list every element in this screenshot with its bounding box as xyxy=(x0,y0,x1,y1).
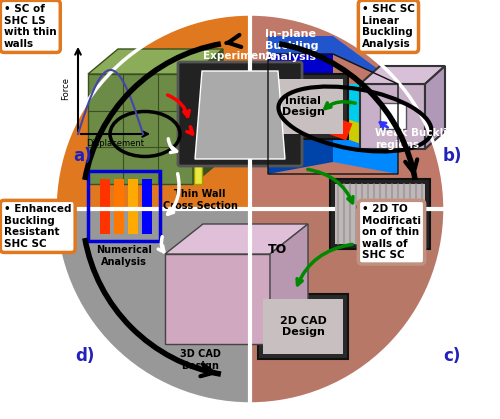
Polygon shape xyxy=(258,74,348,139)
Polygon shape xyxy=(88,49,223,74)
Polygon shape xyxy=(268,102,352,132)
Polygon shape xyxy=(268,36,398,84)
Polygon shape xyxy=(326,114,385,150)
Polygon shape xyxy=(195,71,285,159)
Polygon shape xyxy=(425,66,445,149)
Polygon shape xyxy=(333,84,398,174)
Polygon shape xyxy=(185,66,255,81)
Polygon shape xyxy=(263,79,343,134)
Wedge shape xyxy=(55,14,250,209)
Polygon shape xyxy=(270,224,308,344)
Polygon shape xyxy=(258,294,348,359)
Text: • 2D TO
Modificati
on of thin
walls of
SHC SC: • 2D TO Modificati on of thin walls of S… xyxy=(362,204,421,260)
Polygon shape xyxy=(185,81,237,129)
Text: Force: Force xyxy=(61,78,70,101)
Text: Numerical
Analysis: Numerical Analysis xyxy=(96,245,152,266)
Text: 3D CAD
Design: 3D CAD Design xyxy=(180,349,220,370)
Text: c): c) xyxy=(443,347,460,365)
Polygon shape xyxy=(335,184,425,244)
Text: In-plane
Buckling
Analysis: In-plane Buckling Analysis xyxy=(265,29,318,62)
Text: 2D CAD
Design: 2D CAD Design xyxy=(280,316,326,337)
Text: Thin Wall
Cross Section: Thin Wall Cross Section xyxy=(162,189,238,211)
Text: • Enhanced
Buckling
Resistant
SHC SC: • Enhanced Buckling Resistant SHC SC xyxy=(4,204,71,249)
Text: a): a) xyxy=(73,147,92,165)
Polygon shape xyxy=(263,299,343,354)
Text: • SC of
SHC LS
with thin
walls: • SC of SHC LS with thin walls xyxy=(4,4,57,49)
Polygon shape xyxy=(194,137,202,184)
Polygon shape xyxy=(193,49,223,184)
Wedge shape xyxy=(55,209,250,404)
Polygon shape xyxy=(268,54,333,150)
Text: d): d) xyxy=(75,347,94,365)
Polygon shape xyxy=(330,179,430,249)
Polygon shape xyxy=(165,254,270,344)
Bar xyxy=(114,179,124,234)
Polygon shape xyxy=(237,66,255,129)
Text: b): b) xyxy=(443,147,462,165)
Text: Experiments: Experiments xyxy=(203,51,277,61)
Wedge shape xyxy=(250,209,445,404)
Text: Optimal
Design: Optimal Design xyxy=(356,203,405,225)
Polygon shape xyxy=(268,132,333,174)
Polygon shape xyxy=(314,111,352,140)
Polygon shape xyxy=(333,84,398,138)
Polygon shape xyxy=(88,74,193,184)
Wedge shape xyxy=(250,14,445,209)
Polygon shape xyxy=(360,66,445,84)
Text: Initial
Design: Initial Design xyxy=(282,96,325,117)
Bar xyxy=(128,179,138,234)
Polygon shape xyxy=(380,103,406,129)
Bar xyxy=(100,179,110,234)
Bar xyxy=(142,179,152,234)
FancyBboxPatch shape xyxy=(178,62,302,166)
Text: TO: TO xyxy=(268,243,287,256)
Text: Weak Buckling
regions: Weak Buckling regions xyxy=(375,128,462,150)
Polygon shape xyxy=(165,224,308,254)
Text: • SHC SC
Linear
Buckling
Analysis: • SHC SC Linear Buckling Analysis xyxy=(362,4,415,49)
Text: Displacement: Displacement xyxy=(86,139,144,148)
Polygon shape xyxy=(360,84,425,149)
